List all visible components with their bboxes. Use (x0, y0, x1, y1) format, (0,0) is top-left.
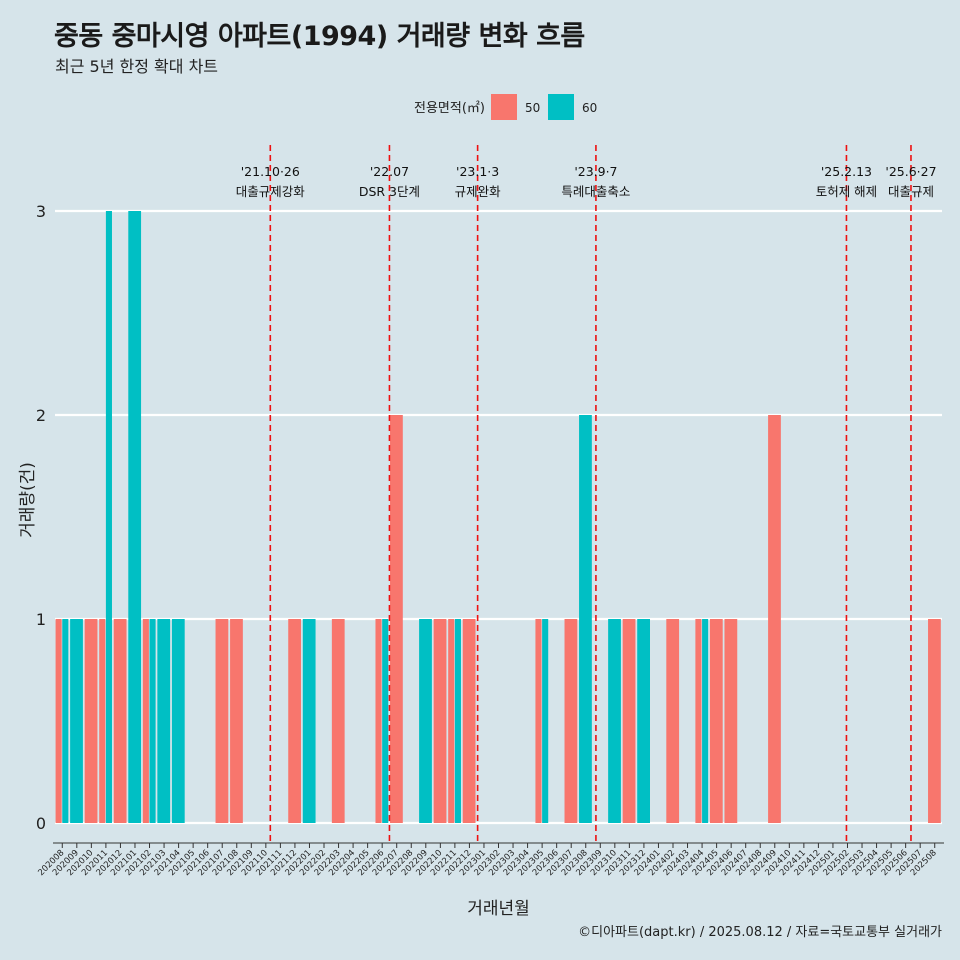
legend-label-50: 50 (525, 101, 540, 115)
bar-202209-60 (419, 619, 432, 823)
bar-202402-50 (666, 619, 680, 823)
event-desc-label-3: 특례대출축소 (561, 184, 630, 199)
bar-202311-50 (622, 619, 636, 823)
bar-202102-60 (149, 619, 156, 823)
event-date-label-1: '22.07 (370, 164, 409, 179)
bar-202008-60 (62, 619, 69, 823)
legend-key-50 (491, 94, 517, 120)
bar-202011-50 (99, 619, 106, 823)
bar-202201-60 (302, 619, 316, 823)
bar-202206-60 (382, 619, 389, 823)
bar-202310-60 (608, 619, 621, 823)
event-date-label-2: '23.1·3 (456, 164, 499, 179)
legend-title: 전용면적(㎡) (414, 101, 485, 116)
bar-202409-50 (768, 415, 781, 823)
bar-202211-50 (448, 619, 455, 823)
bar-202102-50 (142, 619, 149, 823)
bar-202108-50 (230, 619, 243, 823)
event-desc-label-4: 토허제 해제 (816, 184, 877, 199)
bar-202012-50 (113, 619, 127, 823)
bar-202305-60 (542, 619, 549, 823)
y-tick-label-2: 2 (36, 406, 46, 425)
chart-caption: ©디아파트(dapt.kr) / 2025.08.12 / 자료=국토교통부 실… (578, 925, 942, 940)
y-axis-title: 거래량(건) (18, 462, 38, 538)
bar-202101-60 (128, 211, 142, 823)
bar-202009-60 (70, 619, 83, 823)
bar-202206-50 (375, 619, 382, 823)
bar-202203-50 (331, 619, 345, 823)
bar-202008-50 (55, 619, 62, 823)
chart-subtitle: 최근 5년 한정 확대 차트 (55, 57, 219, 76)
legend-label-60: 60 (582, 101, 597, 115)
x-axis-title: 거래년월 (467, 899, 530, 919)
event-desc-label-0: 대출규제강화 (236, 184, 306, 199)
y-tick-label-1: 1 (36, 610, 46, 629)
y-tick-label-3: 3 (36, 202, 46, 221)
event-date-label-0: '21.10·26 (241, 164, 300, 179)
bar-202010-50 (84, 619, 98, 823)
bar-202107-50 (215, 619, 229, 823)
event-date-label-5: '25.6·27 (885, 164, 936, 179)
bar-202406-50 (724, 619, 738, 823)
bar-202308-60 (579, 415, 592, 823)
bar-202508-50 (928, 619, 941, 823)
bar-202104-60 (171, 619, 185, 823)
bar-202207-50 (390, 415, 403, 823)
bar-202103-60 (157, 619, 171, 823)
bar-202404-60 (702, 619, 709, 823)
event-desc-label-5: 대출규제 (888, 184, 934, 199)
bar-202405-50 (709, 619, 723, 823)
y-tick-label-0: 0 (36, 814, 46, 833)
bar-202312-60 (637, 619, 650, 823)
bar-202307-50 (564, 619, 578, 823)
chart-title: 중동 중마시영 아파트(1994) 거래량 변화 흐름 (54, 21, 585, 52)
bar-202210-50 (433, 619, 447, 823)
event-date-label-3: '23.9·7 (574, 164, 617, 179)
legend-key-60 (548, 94, 574, 120)
bar-202212-50 (462, 619, 476, 823)
bar-202305-50 (535, 619, 542, 823)
event-date-label-4: '25.2.13 (821, 164, 872, 179)
event-desc-label-2: 규제완화 (455, 184, 502, 199)
event-desc-label-1: DSR 3단계 (359, 184, 420, 199)
bar-202404-50 (695, 619, 702, 823)
bar-202112-50 (288, 619, 302, 823)
bar-202211-60 (454, 619, 461, 823)
bar-202011-60 (105, 211, 112, 823)
